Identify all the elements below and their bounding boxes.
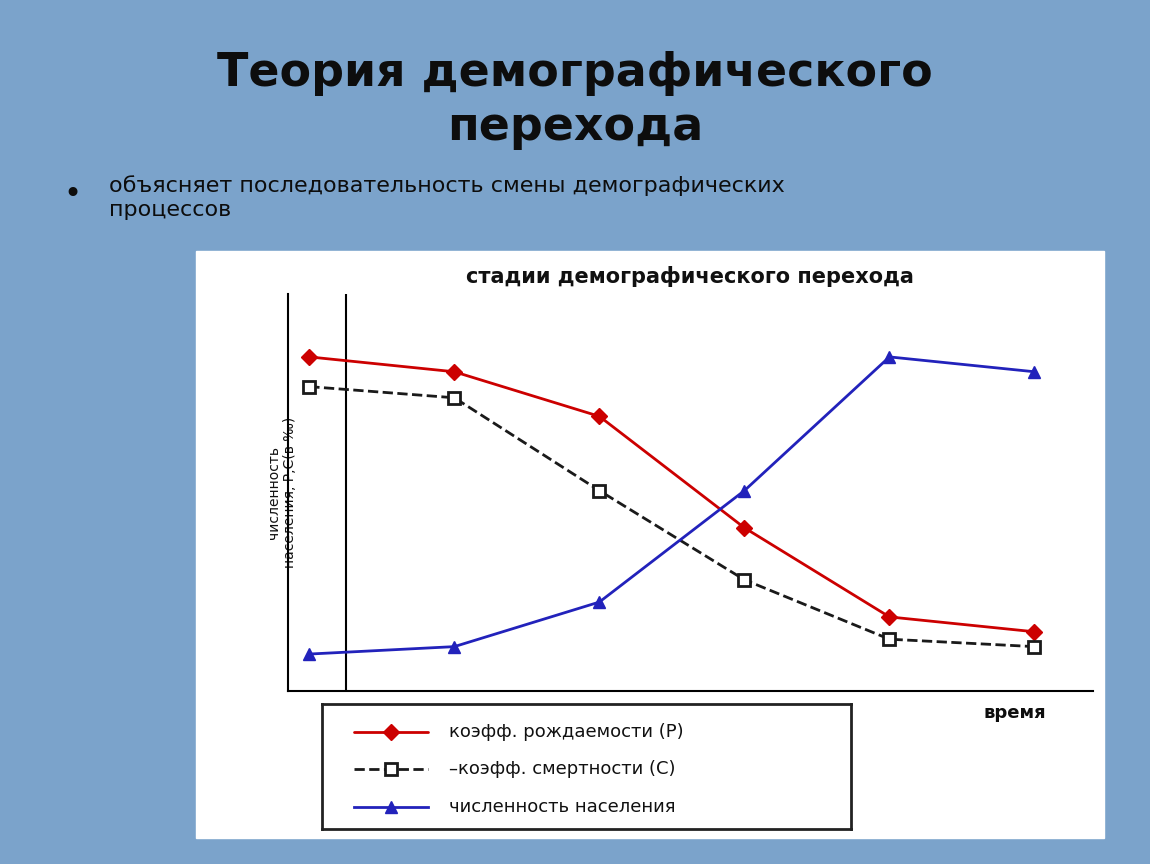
Text: Теория демографического: Теория демографического <box>217 51 933 96</box>
Title: стадии демографического перехода: стадии демографического перехода <box>466 265 914 287</box>
Text: –коэфф. смертности (С): –коэфф. смертности (С) <box>448 760 675 778</box>
Text: коэфф. рождаемости (Р): коэфф. рождаемости (Р) <box>448 722 683 740</box>
Text: перехода: перехода <box>447 105 703 150</box>
Text: объясняет последовательность смены демографических: объясняет последовательность смены демог… <box>109 175 785 196</box>
Text: численность населения: численность населения <box>448 797 675 816</box>
Y-axis label: численность
населения, Р,С(в ‰): численность населения, Р,С(в ‰) <box>267 416 297 569</box>
Text: время: время <box>984 704 1046 721</box>
Text: процессов: процессов <box>109 200 231 220</box>
Text: •: • <box>63 180 82 209</box>
